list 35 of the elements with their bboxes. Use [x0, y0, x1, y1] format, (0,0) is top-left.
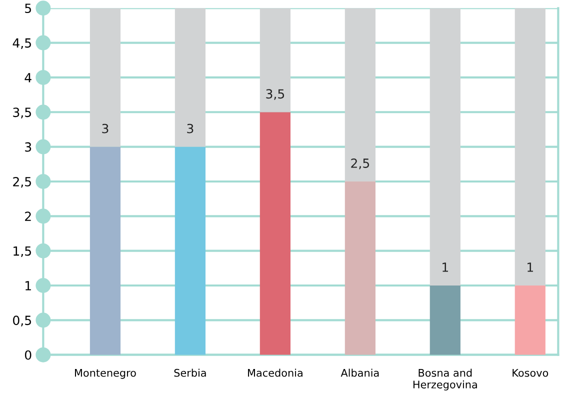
bar	[174, 8, 206, 147]
y-tick-label: 1,5	[14, 246, 31, 258]
data-label: 2,5	[351, 158, 370, 170]
y-tick-label: 3	[25, 142, 32, 152]
x-tick-label: Bosna and Herzegovina	[413, 368, 477, 390]
bar	[260, 112, 290, 355]
bar	[430, 8, 460, 286]
x-tick-label: Montenegro	[75, 369, 136, 379]
bar	[430, 286, 460, 355]
y-tick-label: 0,5	[13, 316, 31, 326]
data-label: 1	[442, 262, 448, 272]
x-tick-label: Albania	[340, 368, 379, 377]
y-tick-label: 4	[24, 73, 32, 82]
x-tick-label: Macedonia	[248, 368, 302, 377]
data-label: 1	[528, 262, 533, 272]
x-tick-label: Kosovo	[512, 369, 548, 377]
y-tick-label: 0	[24, 350, 32, 360]
data-label: 3,5	[266, 89, 284, 100]
y-tick-label: 2,5	[13, 176, 31, 188]
data-label: 3	[187, 124, 194, 134]
x-tick-label: Serbia	[174, 368, 206, 377]
y-tick-label: 3,5	[13, 108, 31, 118]
y-tick-label: 2	[25, 212, 31, 221]
data-label: 3	[102, 124, 108, 134]
bar	[514, 286, 546, 355]
bar	[344, 8, 376, 182]
y-tick-label: 4,5	[12, 38, 31, 49]
y-tick-label: 1	[26, 281, 31, 290]
y-tick-label: 5	[25, 4, 31, 14]
bar	[344, 181, 376, 355]
bar	[514, 8, 546, 286]
bar	[90, 8, 121, 147]
bar	[174, 146, 206, 355]
bar	[260, 8, 290, 112]
bar	[90, 146, 121, 355]
